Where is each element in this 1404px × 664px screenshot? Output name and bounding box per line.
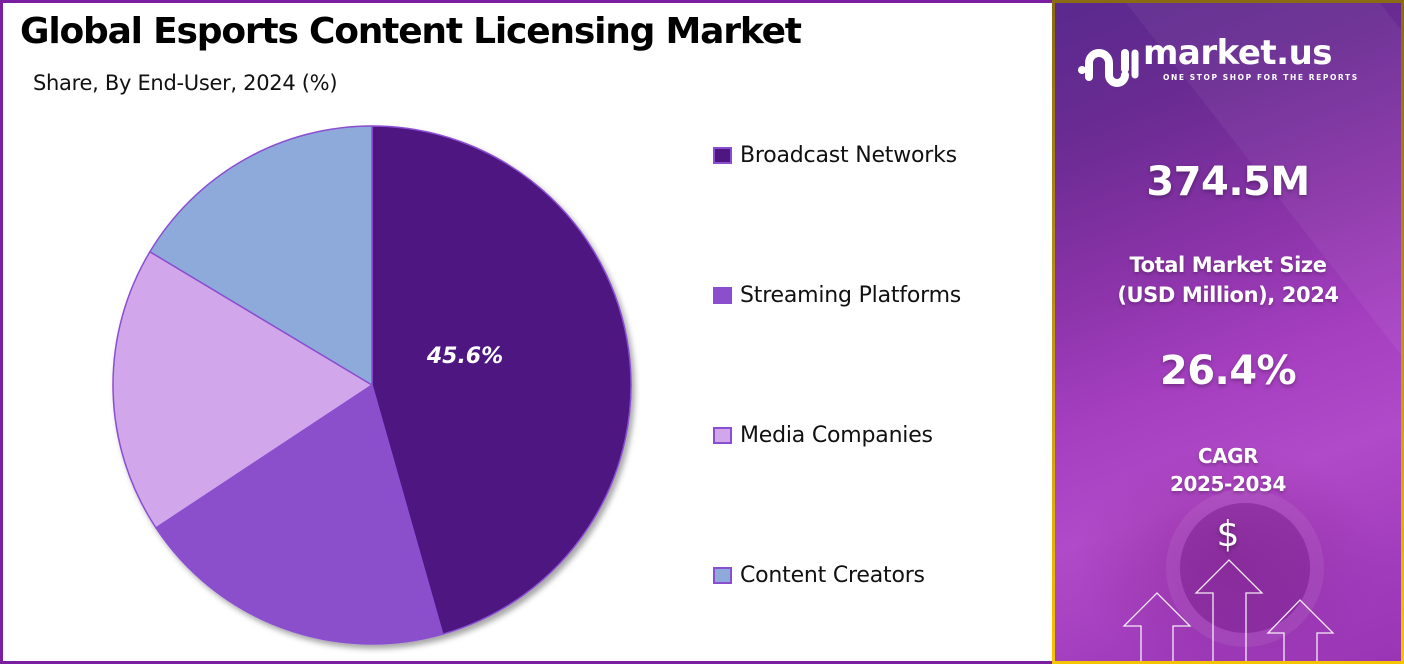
brand-name: market.us (1143, 33, 1333, 73)
legend-item-content-creators[interactable]: Content Creators (713, 560, 925, 590)
legend-item-media-companies[interactable]: Media Companies (713, 420, 933, 450)
legend-label: Streaming Platforms (740, 282, 962, 308)
pie-svg: 45.6% (112, 125, 632, 645)
summary-panel: market.us ONE STOP SHOP FOR THE REPORTS … (1052, 0, 1404, 664)
pie-slice-media-companies[interactable] (112, 251, 373, 529)
pie-slice-content-creators[interactable] (149, 125, 373, 386)
growth-arrows-icon (1122, 559, 1335, 661)
legend-swatch-content-creators (713, 566, 732, 584)
pie-slice-broadcast-networks[interactable] (371, 125, 632, 635)
chart-subtitle: Share, By End-User, 2024 (%) (33, 71, 338, 95)
legend-swatch-media-companies (713, 426, 732, 444)
chart-area: Global Esports Content Licensing Market … (0, 0, 1054, 664)
legend: Broadcast Networks Streaming Platforms M… (713, 3, 1043, 664)
slice-label-broadcast-networks: 45.6% (426, 344, 503, 369)
legend-item-streaming-platforms[interactable]: Streaming Platforms (713, 280, 961, 310)
legend-swatch-streaming-platforms (713, 286, 732, 304)
legend-item-broadcast-networks[interactable]: Broadcast Networks (713, 140, 957, 170)
legend-swatch-broadcast-networks (713, 146, 732, 164)
pie-slices (112, 125, 632, 645)
legend-label: Content Creators (740, 562, 925, 588)
cagr-caption-line2: 2025-2034 (1169, 472, 1287, 496)
chart-title: Global Esports Content Licensing Market (20, 11, 802, 52)
market-size-caption-line1: Total Market Size (1129, 253, 1327, 277)
pie-slice-streaming-platforms[interactable] (155, 384, 444, 645)
market-us-logo-icon (1078, 49, 1139, 87)
legend-label: Media Companies (740, 422, 933, 448)
brand-logo[interactable]: market.us ONE STOP SHOP FOR THE REPORTS (1077, 33, 1397, 93)
market-size-caption-line2: (USD Million), 2024 (1117, 283, 1339, 307)
market-size-value: 374.5M (1146, 159, 1310, 205)
brand-tagline: ONE STOP SHOP FOR THE REPORTS (1163, 73, 1359, 82)
cagr-caption-line1: CAGR (1197, 444, 1259, 468)
pie-chart: 45.6% (103, 118, 643, 658)
dollar-icon: $ (1216, 514, 1240, 555)
legend-label: Broadcast Networks (740, 142, 957, 168)
cagr-value: 26.4% (1159, 348, 1297, 394)
